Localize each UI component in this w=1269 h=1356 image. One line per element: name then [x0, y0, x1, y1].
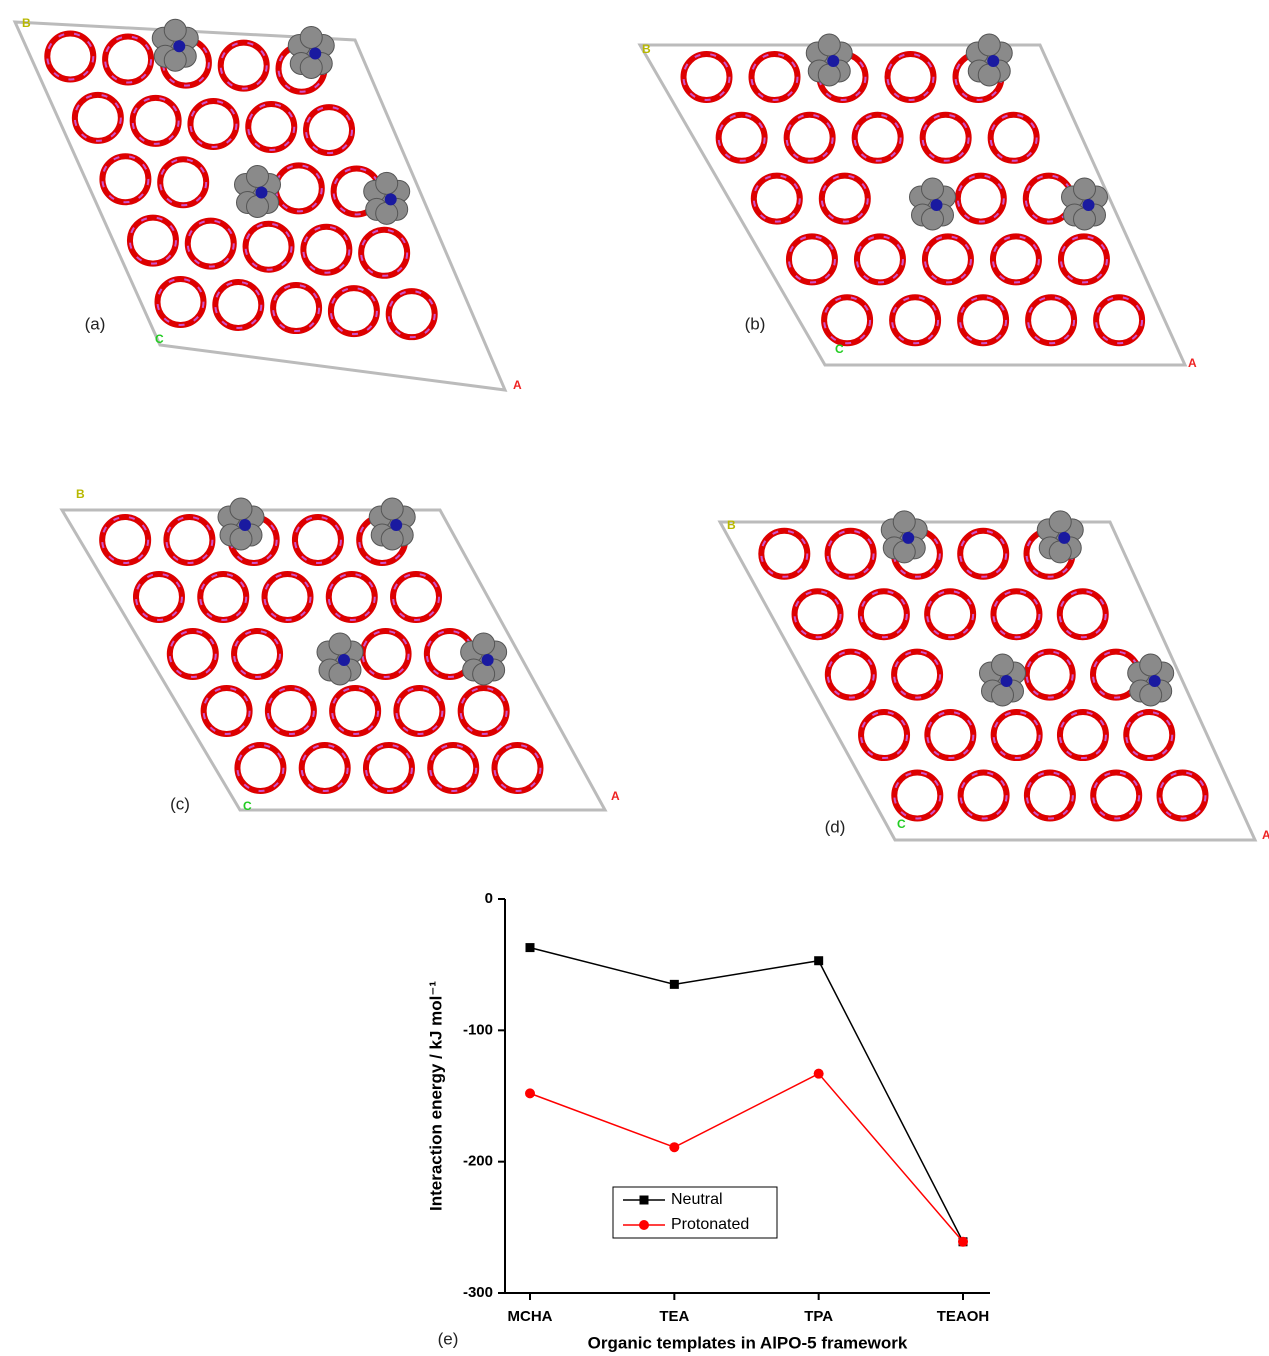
molecule-atom [818, 34, 840, 56]
y-tick-label: -200 [463, 1153, 493, 1170]
axis-letter: B [22, 16, 31, 30]
legend-marker [639, 1220, 649, 1230]
molecule-atom [247, 196, 269, 218]
nitrogen-atom [827, 55, 839, 67]
data-point [669, 1142, 679, 1152]
molecule-atom [381, 528, 403, 550]
x-tick-label: TEA [659, 1308, 689, 1325]
molecule-atom [893, 541, 915, 563]
nitrogen-atom [1058, 532, 1070, 544]
structure-panel: (c) B C A [62, 487, 620, 813]
molecule-atom [922, 178, 944, 200]
molecule-atom [376, 172, 398, 194]
panel-label: (a) [85, 314, 106, 333]
y-axis-title: Interaction energy / kJ mol⁻¹ [426, 981, 445, 1211]
panel-label: (c) [170, 794, 190, 813]
molecule-atom [230, 528, 252, 550]
molecule-atom [1140, 684, 1162, 706]
nitrogen-atom [173, 40, 185, 52]
nitrogen-atom [1001, 675, 1013, 687]
axis-letter: A [1188, 356, 1197, 370]
molecule-atom [247, 166, 269, 188]
molecule-atom [300, 26, 322, 48]
figure: (a) B C A (b) B C A (c) B C A (d) B C A (e) -300 -200 -100 0… [0, 0, 1269, 1356]
molecule-atom [473, 663, 495, 685]
legend-label: Neutral [671, 1191, 723, 1208]
panel-label: (d) [825, 817, 846, 836]
molecule-atom [893, 511, 915, 533]
x-axis-title: Organic templates in AlPO-5 framework [588, 1333, 908, 1352]
data-point [526, 943, 535, 952]
axis-letter: B [642, 42, 651, 56]
molecule-atom [164, 49, 186, 71]
molecule-atom [978, 64, 1000, 86]
x-tick-label: MCHA [508, 1308, 553, 1325]
structure-panel: (a) B C A [15, 16, 522, 392]
data-point [525, 1088, 535, 1098]
axis-letter: C [155, 332, 164, 346]
molecule-atom [1074, 178, 1096, 200]
molecule-atom [329, 633, 351, 655]
molecule-atom [230, 498, 252, 520]
panel-label: (b) [745, 314, 766, 333]
chart-label: (e) [438, 1329, 459, 1348]
molecule-atom [1074, 208, 1096, 230]
nitrogen-atom [1149, 675, 1161, 687]
axis-letter: B [76, 487, 85, 501]
nitrogen-atom [256, 187, 268, 199]
molecule-atom [992, 684, 1014, 706]
y-tick-label: -100 [463, 1021, 493, 1038]
data-point [958, 1237, 968, 1247]
nitrogen-atom [385, 193, 397, 205]
molecule-atom [992, 654, 1014, 676]
axis-letter: C [835, 342, 844, 356]
nitrogen-atom [309, 47, 321, 59]
data-point [670, 980, 679, 989]
molecule-atom [164, 19, 186, 41]
nitrogen-atom [390, 519, 402, 531]
x-tick-label: TPA [804, 1308, 833, 1325]
molecule-atom [473, 633, 495, 655]
molecule-atom [922, 208, 944, 230]
nitrogen-atom [902, 532, 914, 544]
axis-letter: B [727, 518, 736, 532]
legend-label: Protonated [671, 1216, 749, 1233]
y-tick-label: 0 [485, 890, 493, 907]
molecule-atom [376, 202, 398, 224]
legend-marker [640, 1196, 649, 1205]
axis-letter: C [897, 817, 906, 831]
y-tick-label: -300 [463, 1284, 493, 1301]
structure-panel: (d) B C A [720, 511, 1269, 842]
axis-letter: A [513, 378, 522, 392]
molecule-atom [1049, 541, 1071, 563]
nitrogen-atom [987, 55, 999, 67]
data-point [814, 1069, 824, 1079]
molecule-atom [818, 64, 840, 86]
nitrogen-atom [1083, 199, 1095, 211]
molecule-atom [381, 498, 403, 520]
axis-letter: A [611, 789, 620, 803]
molecule-atom [1140, 654, 1162, 676]
axis-letter: A [1262, 828, 1269, 842]
nitrogen-atom [482, 654, 494, 666]
nitrogen-atom [338, 654, 350, 666]
data-point [814, 956, 823, 965]
molecule-atom [1049, 511, 1071, 533]
structure-panel: (b) B C A [640, 34, 1197, 370]
molecule-atom [978, 34, 1000, 56]
nitrogen-atom [931, 199, 943, 211]
nitrogen-atom [239, 519, 251, 531]
x-tick-label: TEAOH [937, 1308, 990, 1325]
axis-letter: C [243, 799, 252, 813]
molecule-atom [329, 663, 351, 685]
molecule-atom [300, 56, 322, 78]
